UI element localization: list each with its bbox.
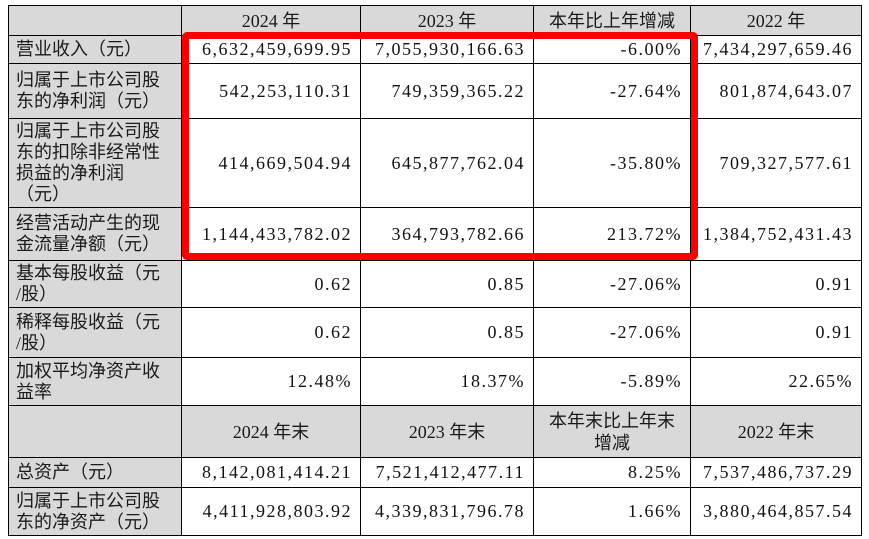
cell-net-profit-excl-change: -35.80%: [533, 118, 691, 208]
row-label-operating-revenue: 营业收入（元）: [8, 35, 182, 64]
cell-diluted-eps-change: -27.06%: [533, 307, 691, 358]
financial-summary-table: 2024 年 2023 年 本年比上年增减 2022 年 营业收入（元） 6,6…: [8, 5, 862, 536]
cell-basic-eps-2024: 0.62: [181, 260, 361, 308]
cell-total-assets-2022: 7,537,486,737.29: [690, 457, 862, 488]
row-label-net-profit: 归属于上市公司股 东的净利润（元）: [8, 63, 182, 119]
cell-operating-cashflow-2023: 364,793,782.66: [360, 207, 534, 261]
table-row-net-assets: 归属于上市公司股 东的净资产（元） 4,411,928,803.92 4,339…: [8, 487, 862, 536]
cell-net-profit-2022: 801,874,643.07: [690, 63, 862, 119]
cell-basic-eps-change: -27.06%: [533, 260, 691, 308]
period-header-2022: 2022 年: [690, 5, 862, 36]
table-row-diluted-eps: 稀释每股收益（元 /股） 0.62 0.85 -27.06% 0.91: [8, 307, 862, 358]
cell-diluted-eps-2024: 0.62: [181, 307, 361, 358]
table-row-operating-revenue: 营业收入（元） 6,632,459,699.95 7,055,930,166.6…: [8, 35, 862, 64]
cell-operating-revenue-change: -6.00%: [533, 35, 691, 64]
table-row-net-profit-excl-nonrecurring: 归属于上市公司股 东的扣除非经常性 损益的净利润 （元） 414,669,504…: [8, 118, 862, 208]
period-end-header-row: 2024 年末 2023 年末 本年末比上年末 增减 2022 年末: [8, 405, 862, 458]
period-end-header-2023: 2023 年末: [360, 405, 534, 458]
cell-operating-revenue-2022: 7,434,297,659.46: [690, 35, 862, 64]
cell-total-assets-2023: 7,521,412,477.11: [360, 457, 534, 488]
cell-weighted-avg-roe-2022: 22.65%: [690, 357, 862, 406]
period-header-blank: [8, 5, 182, 36]
cell-weighted-avg-roe-change: -5.89%: [533, 357, 691, 406]
cell-basic-eps-2022: 0.91: [690, 260, 862, 308]
cell-total-assets-2024: 8,142,081,414.21: [181, 457, 361, 488]
row-label-diluted-eps: 稀释每股收益（元 /股）: [8, 307, 182, 358]
cell-net-assets-2024: 4,411,928,803.92: [181, 487, 361, 536]
cell-operating-cashflow-2024: 1,144,433,782.02: [181, 207, 361, 261]
row-label-net-assets: 归属于上市公司股 东的净资产（元）: [8, 487, 182, 536]
table-row-basic-eps: 基本每股收益（元 /股） 0.62 0.85 -27.06% 0.91: [8, 260, 862, 308]
row-label-basic-eps: 基本每股收益（元 /股）: [8, 260, 182, 308]
cell-operating-cashflow-change: 213.72%: [533, 207, 691, 261]
period-end-header-change: 本年末比上年末 增减: [533, 405, 691, 458]
table-row-weighted-avg-roe: 加权平均净资产收 益率 12.48% 18.37% -5.89% 22.65%: [8, 357, 862, 406]
cell-net-profit-excl-2024: 414,669,504.94: [181, 118, 361, 208]
cell-diluted-eps-2023: 0.85: [360, 307, 534, 358]
cell-net-profit-change: -27.64%: [533, 63, 691, 119]
cell-weighted-avg-roe-2023: 18.37%: [360, 357, 534, 406]
cell-diluted-eps-2022: 0.91: [690, 307, 862, 358]
cell-net-profit-2024: 542,253,110.31: [181, 63, 361, 119]
cell-operating-revenue-2024: 6,632,459,699.95: [181, 35, 361, 64]
row-label-weighted-avg-roe: 加权平均净资产收 益率: [8, 357, 182, 406]
table-row-total-assets: 总资产（元） 8,142,081,414.21 7,521,412,477.11…: [8, 457, 862, 488]
cell-net-assets-change: 1.66%: [533, 487, 691, 536]
cell-weighted-avg-roe-2024: 12.48%: [181, 357, 361, 406]
row-label-total-assets: 总资产（元）: [8, 457, 182, 488]
cell-net-assets-2023: 4,339,831,796.78: [360, 487, 534, 536]
period-end-header-2022: 2022 年末: [690, 405, 862, 458]
period-header-change: 本年比上年增减: [533, 5, 691, 36]
cell-net-assets-2022: 3,880,464,857.54: [690, 487, 862, 536]
row-label-operating-cashflow: 经营活动产生的现 金流量净额（元）: [8, 207, 182, 261]
row-label-net-profit-excl-nonrecurring: 归属于上市公司股 东的扣除非经常性 损益的净利润 （元）: [8, 118, 182, 208]
period-end-header-blank: [8, 405, 182, 458]
cell-basic-eps-2023: 0.85: [360, 260, 534, 308]
cell-total-assets-change: 8.25%: [533, 457, 691, 488]
period-header-2023: 2023 年: [360, 5, 534, 36]
period-header-row: 2024 年 2023 年 本年比上年增减 2022 年: [8, 5, 862, 36]
cell-net-profit-2023: 749,359,365.22: [360, 63, 534, 119]
cell-net-profit-excl-2023: 645,877,762.04: [360, 118, 534, 208]
period-header-2024: 2024 年: [181, 5, 361, 36]
table-row-operating-cashflow: 经营活动产生的现 金流量净额（元） 1,144,433,782.02 364,7…: [8, 207, 862, 261]
cell-operating-cashflow-2022: 1,384,752,431.43: [690, 207, 862, 261]
table-row-net-profit: 归属于上市公司股 东的净利润（元） 542,253,110.31 749,359…: [8, 63, 862, 119]
period-end-header-2024: 2024 年末: [181, 405, 361, 458]
cell-net-profit-excl-2022: 709,327,577.61: [690, 118, 862, 208]
cell-operating-revenue-2023: 7,055,930,166.63: [360, 35, 534, 64]
